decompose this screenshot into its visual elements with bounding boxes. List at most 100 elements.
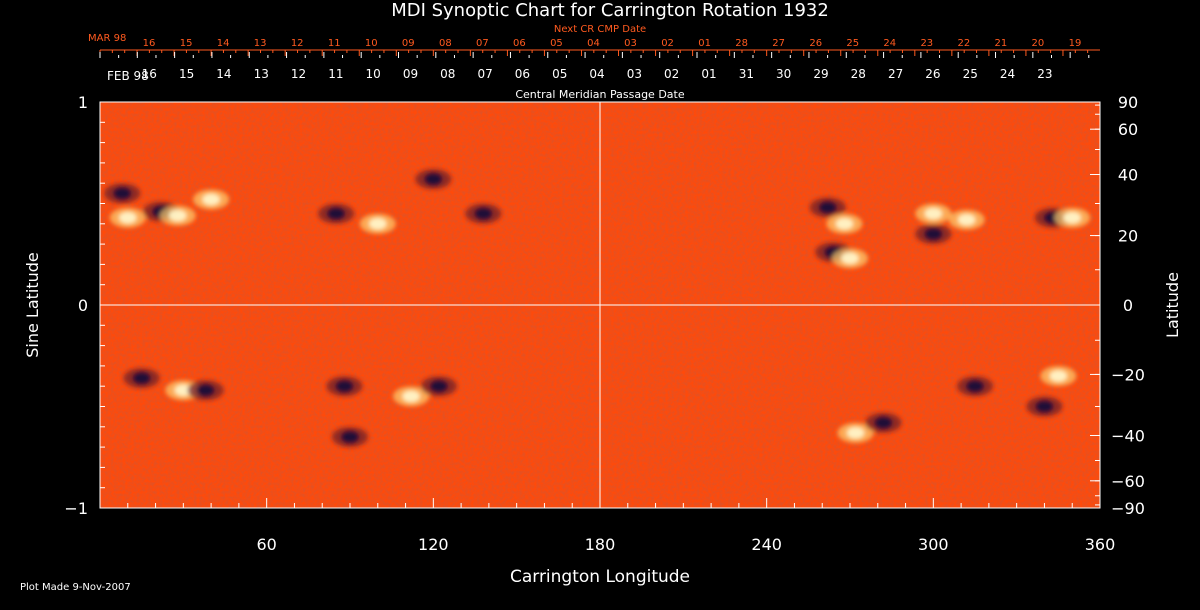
next-cmp-tick-label: 15 [180,38,193,49]
next-cmp-tick-label: 26 [809,38,822,49]
cmp-tick-label: 15 [179,67,194,81]
positive-polarity-region [393,386,430,407]
cmp-tick-label: 23 [1037,67,1052,81]
plot-made-footer: Plot Made 9-Nov-2007 [20,582,131,593]
positive-polarity-region [826,213,863,234]
cmp-tick-label: 29 [813,67,828,81]
next-cmp-tick-label: 22 [957,38,970,49]
next-cmp-tick-label: 12 [291,38,304,49]
cmp-tick-label: 27 [888,67,903,81]
next-cmp-tick-label: 01 [698,38,711,49]
negative-polarity-region [318,203,355,224]
bottom-tick-label: 240 [751,535,782,554]
next-cmp-tick-label: 06 [513,38,526,49]
negative-polarity-region [465,203,502,224]
negative-polarity-region [420,376,457,397]
next-cmp-title: Next CR CMP Date [554,24,646,35]
cmp-tick-label: 06 [515,67,530,81]
negative-polarity-region [415,169,452,190]
next-cmp-tick-label: 10 [365,38,378,49]
x-axis-label: Carrington Longitude [510,567,690,587]
right-tick-label: 40 [1118,166,1138,185]
cmp-tick-label: 13 [254,67,269,81]
cmp-tick-label: 05 [552,67,567,81]
bottom-tick-label: 180 [585,535,616,554]
negative-polarity-region [915,223,952,244]
next-cmp-tick-label: 24 [883,38,896,49]
bottom-tick-label: 300 [918,535,949,554]
cmp-tick-label: 04 [589,67,604,81]
next-cmp-month-label: MAR 98 [88,33,126,44]
y-axis-label-left: Sine Latitude [23,252,42,358]
bottom-tick-label: 360 [1085,535,1116,554]
negative-polarity-region [332,426,368,447]
chart-title: MDI Synoptic Chart for Carrington Rotati… [391,0,829,21]
cmp-tick-label: 24 [1000,67,1015,81]
positive-polarity-region [1040,366,1077,387]
next-cmp-tick-label: 07 [476,38,489,49]
negative-polarity-region [187,380,224,401]
negative-polarity-region [326,376,363,397]
positive-polarity-region [915,203,952,224]
right-tick-label: −60 [1111,472,1145,491]
right-tick-label: −90 [1111,499,1145,518]
positive-polarity-region [109,207,146,228]
top-axis-cmp: FEB 98 16 15 14 13 12 11 10 09 08 07 06 05 04 03 02 01 3… [99,52,1090,101]
negative-polarity-region [809,197,846,218]
next-cmp-tick-label: 28 [735,38,748,49]
next-cmp-tick-label: 04 [587,38,600,49]
y-axis-label-right: Latitude [1163,272,1182,338]
next-cmp-tick-label: 08 [439,38,452,49]
bottom-tick-label: 60 [256,535,276,554]
next-cmp-tick-label: 20 [1032,38,1045,49]
next-cmp-tick-label: 13 [254,38,267,49]
cmp-tick-label: 01 [701,67,716,81]
next-cmp-tick-label: 14 [217,38,230,49]
right-tick-label: −40 [1111,426,1145,445]
positive-polarity-region [832,248,868,269]
bottom-tick-label: 120 [418,535,449,554]
negative-polarity-region [123,368,160,389]
positive-polarity-region [948,209,985,230]
next-cmp-tick-label: 25 [846,38,859,49]
cmp-tick-label: 26 [925,67,940,81]
cmp-tick-label: 30 [776,67,791,81]
cmp-tick-label: 02 [664,67,679,81]
right-tick-label: 0 [1123,296,1133,315]
cmp-month-label: FEB 98 [107,69,149,83]
left-tick-label: 1 [78,93,88,112]
next-cmp-tick-label: 11 [328,38,341,49]
negative-polarity-region [1026,396,1063,417]
next-cmp-tick-label: 03 [624,38,637,49]
cmp-tick-label: 25 [963,67,978,81]
cmp-tick-label: 08 [440,67,455,81]
synoptic-map [100,102,1100,508]
left-tick-label: 0 [78,296,88,315]
next-cmp-tick-label: 09 [402,38,415,49]
cmp-tick-label: 09 [403,67,418,81]
cmp-tick-label: 31 [739,67,754,81]
next-cmp-tick-label: 27 [772,38,785,49]
cmp-tick-label: 12 [291,67,306,81]
negative-polarity-region [104,183,141,204]
positive-polarity-region [159,205,196,226]
negative-polarity-region [957,376,993,397]
left-tick-label: −1 [64,499,88,518]
next-cmp-tick-label: 02 [661,38,674,49]
cmp-tick-label: 11 [328,67,343,81]
right-tick-label: 90 [1118,93,1138,112]
next-cmp-tick-label: 23 [920,38,933,49]
next-cmp-tick-label: 19 [1069,38,1082,49]
right-tick-label: 60 [1118,120,1138,139]
positive-polarity-region [359,213,396,234]
next-cmp-tick-label: 16 [143,38,156,49]
right-tick-label: 20 [1118,227,1138,246]
cmp-tick-label: 16 [142,67,157,81]
cmp-tick-label: 10 [366,67,381,81]
negative-polarity-region [865,412,902,433]
cmp-axis-title: Central Meridian Passage Date [515,88,684,101]
top-axis-next-cmp: Next CR CMP Date MAR 98 16 15 14 13 12 11 10 09… [88,24,1100,56]
positive-polarity-region [837,422,874,443]
cmp-tick-label: 28 [851,67,866,81]
